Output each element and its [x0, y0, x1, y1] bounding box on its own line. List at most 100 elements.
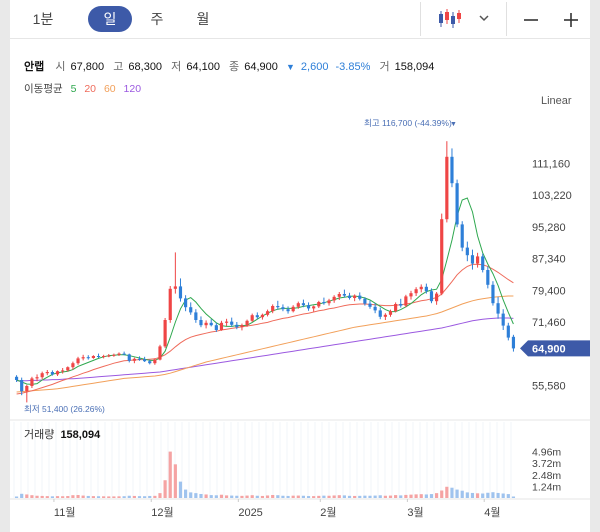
- price-tick-label: 103,220: [532, 190, 572, 202]
- volume-panel-label: 거래량: [24, 428, 54, 441]
- candle-body: [347, 295, 352, 298]
- volume-bar: [296, 495, 300, 498]
- period-tab-day[interactable]: 일: [88, 6, 132, 32]
- toolbar-divider: [420, 2, 421, 36]
- volume-bar: [337, 495, 341, 498]
- candle-body: [337, 294, 341, 297]
- volume-bar: [491, 492, 495, 498]
- candle-body: [496, 303, 500, 314]
- open-value: 67,800: [71, 61, 105, 73]
- volume-bar: [14, 496, 19, 498]
- minus-icon[interactable]: [522, 11, 540, 29]
- volume-bar: [127, 495, 131, 498]
- volume-bar: [184, 489, 188, 498]
- volume-bar: [470, 492, 475, 498]
- volume-bar: [368, 495, 372, 498]
- price-tick-label: 55,580: [532, 381, 566, 393]
- volume-bar: [112, 496, 116, 498]
- price-tick-label: 95,280: [532, 222, 566, 234]
- volume-bar: [235, 495, 239, 498]
- ma-legend-20: 20: [84, 83, 96, 95]
- low-label: 저: [171, 60, 181, 73]
- candle-body: [373, 306, 377, 311]
- candle-body: [20, 380, 24, 392]
- volume-bar: [440, 490, 444, 498]
- volume-bar: [424, 494, 428, 498]
- volume-bar: [158, 493, 162, 498]
- volume-bar: [107, 496, 111, 498]
- volume-bar: [429, 494, 434, 498]
- volume-bar: [450, 487, 454, 498]
- volume-bar: [486, 492, 490, 498]
- low-annotation: 최저 51,400 (26.26%): [24, 404, 105, 414]
- ma20-line: [16, 263, 514, 395]
- volume-bar: [137, 496, 142, 498]
- volume-bar: [240, 495, 244, 498]
- candle-body: [189, 307, 193, 313]
- volume-bar: [25, 494, 29, 498]
- volume-bar: [132, 495, 136, 498]
- candle-body: [96, 356, 101, 357]
- volume-bar: [71, 495, 75, 498]
- volume-bar: [312, 496, 316, 498]
- candle-body: [342, 294, 346, 296]
- candle-body: [214, 325, 218, 330]
- volume-bar: [363, 495, 367, 498]
- volume-bar: [45, 496, 49, 498]
- candle-body: [332, 296, 336, 301]
- stock-name: 안랩: [24, 59, 44, 73]
- volume-bar: [76, 495, 80, 498]
- volume-bar: [189, 492, 193, 498]
- candle-body: [137, 358, 142, 360]
- volume-bar: [66, 496, 70, 498]
- candle-body: [501, 313, 505, 326]
- period-tab-week[interactable]: 주: [150, 11, 164, 27]
- period-tab-month[interactable]: 월: [196, 11, 210, 27]
- candlestick-icon[interactable]: [436, 8, 464, 30]
- candle-body: [260, 314, 265, 318]
- candle-body: [286, 309, 290, 312]
- volume-bar: [214, 495, 218, 498]
- x-tick-label: 2월: [320, 506, 336, 519]
- period-tab-minute[interactable]: 1분: [32, 11, 54, 27]
- chevron-down-icon[interactable]: [478, 11, 490, 23]
- volume-bar: [281, 495, 285, 498]
- plus-icon[interactable]: [562, 11, 580, 29]
- volume-bar: [455, 489, 459, 498]
- candle-body: [450, 156, 454, 184]
- candle-body: [55, 371, 60, 375]
- candle-body: [491, 284, 495, 304]
- volume-bar: [378, 495, 382, 498]
- candle-body: [378, 310, 382, 317]
- volume-bar: [317, 495, 321, 498]
- volume-bar: [86, 495, 90, 498]
- candle-body: [312, 306, 316, 309]
- candle-body: [35, 377, 39, 379]
- candle-body: [255, 315, 259, 318]
- ma-legend-5: 5: [71, 83, 77, 95]
- candle-body: [143, 359, 147, 362]
- volume-bar: [394, 495, 398, 498]
- candle-body: [66, 367, 70, 371]
- candle-body: [475, 256, 480, 264]
- volume-bar: [91, 496, 95, 498]
- volume-bar: [342, 495, 346, 498]
- price-chart[interactable]: 안랩 시 67,800 고 68,300 저 64,100 종 64,900 ▼…: [10, 0, 590, 532]
- candle-body: [271, 306, 275, 312]
- candle-body: [301, 303, 306, 306]
- candle-body: [265, 311, 270, 315]
- candle-body: [127, 354, 131, 361]
- candle-body: [276, 306, 280, 308]
- candle-body: [219, 322, 224, 330]
- volume-bar: [260, 495, 265, 498]
- change-arrow: ▼: [286, 62, 295, 72]
- volume-bar: [30, 495, 34, 498]
- moving-average-lines: [16, 197, 514, 395]
- candle-body: [291, 306, 295, 312]
- candle-body: [76, 358, 80, 364]
- volume-bar: [414, 494, 418, 498]
- candle-body: [50, 372, 55, 375]
- candle-body: [481, 256, 485, 270]
- scale-mode-button[interactable]: Linear: [541, 95, 572, 107]
- candle-body: [394, 304, 398, 312]
